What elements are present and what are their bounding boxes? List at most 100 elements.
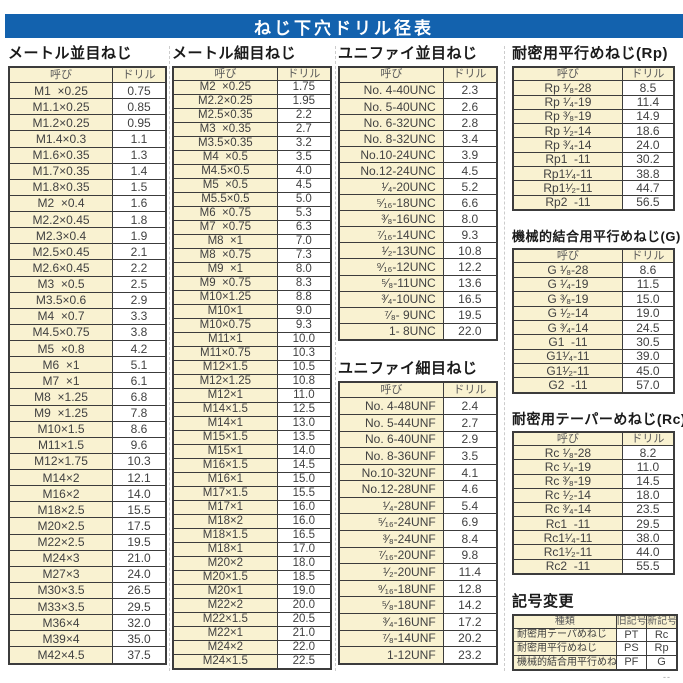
- drill-value-cell: 14.5: [621, 473, 675, 489]
- table-row: G ¹⁄₂-14 19.0: [512, 305, 675, 321]
- table-row: G ¹⁄₄-19 11.5: [512, 276, 675, 293]
- thread-name-cell: G1¹⁄₂-11: [512, 363, 623, 379]
- drill-value-cell: 3.5: [276, 150, 332, 166]
- drill-value-cell: 2.3: [442, 81, 498, 99]
- table-row: No. 6-32UNC 2.8: [338, 114, 498, 132]
- table-row: M8 ×1 7.0: [172, 234, 332, 250]
- thread-name-cell: Rc ¹⁄₈-28: [512, 445, 623, 461]
- header-row: 呼び ドリル: [512, 66, 675, 82]
- thread-name-cell: Rc ³⁄₈-19: [512, 473, 623, 489]
- drill-value-cell: 15.5: [112, 501, 167, 519]
- thread-name-cell: M2.3×0.4: [8, 227, 114, 245]
- table-row: G ¹⁄₈-28 8.6: [512, 262, 675, 278]
- thread-name-cell: G ¹⁄₄-19: [512, 276, 623, 293]
- thread-name-cell: M16×2: [8, 485, 114, 503]
- drill-value-cell: 1.75: [276, 80, 332, 96]
- rc-table: 呼び ドリル Rc ¹⁄₈-28 8.2 Rc ¹⁄₄-19 11.0 Rc ³⁄₈-19 1…: [512, 431, 675, 575]
- drill-value-cell: 3.2: [276, 136, 332, 152]
- table-row: Rp2 -11 56.5: [512, 194, 675, 211]
- drill-value-cell: Rc: [646, 627, 678, 643]
- drill-value-cell: 15.5: [276, 486, 332, 502]
- thread-name-cell: Rc1¹⁄₂-11: [512, 544, 623, 560]
- table-row: Rc2 -11 55.5: [512, 558, 675, 575]
- thread-name-cell: M4.5×0.5: [172, 164, 278, 180]
- section-metric-coarse: メートル並目ねじ 呼び ドリル M1 ×0.25 0.75 M1.1×0.25 0.85 M…: [8, 46, 167, 665]
- drill-value-cell: 29.5: [621, 516, 675, 532]
- table-row: Rc ¹⁄₂-14 18.0: [512, 487, 675, 503]
- drill-value-cell: 2.2: [112, 259, 167, 277]
- drill-value-cell: 13.5: [276, 430, 332, 446]
- thread-name-cell: ⁹⁄₁₆-12UNC: [338, 258, 444, 276]
- thread-name-cell: M2.6×0.45: [8, 259, 114, 277]
- drill-value-cell: Rp: [646, 641, 678, 657]
- thread-name-cell: M2 ×0.4: [8, 194, 114, 213]
- table-row: M15×1.5 13.5: [172, 430, 332, 446]
- drill-value-cell: 9.0: [276, 304, 332, 320]
- drill-value-cell: 12.2: [442, 258, 498, 276]
- drill-value-cell: 7.8: [112, 404, 167, 422]
- drill-value-cell: 4.5: [276, 178, 332, 194]
- drill-value-cell: 2.9: [442, 430, 498, 449]
- drill-value-cell: 10.3: [112, 452, 167, 471]
- thread-name-cell: No. 5-44UNF: [338, 414, 444, 432]
- table-row: G1¹⁄₄-11 39.0: [512, 348, 675, 365]
- table-row: M15×1 14.0: [172, 444, 332, 460]
- drill-value-cell: 6.6: [442, 194, 498, 212]
- table-row: M1.1×0.25 0.85: [8, 98, 167, 116]
- thread-name-cell: M39×4: [8, 630, 114, 648]
- drill-value-cell: 37.5: [112, 646, 167, 665]
- table-row: No. 5-40UNC 2.6: [338, 97, 498, 116]
- table-row: Rc1¹⁄₂-11 44.0: [512, 544, 675, 560]
- column-header: ドリル: [621, 248, 675, 264]
- drill-value-cell: 1.5: [112, 178, 167, 196]
- table-row: No. 5-44UNF 2.7: [338, 414, 498, 432]
- thread-name-cell: ⁵⁄₈-18UNF: [338, 596, 444, 614]
- table-row: No.12-24UNC 4.5: [338, 162, 498, 180]
- table-row: M12×1.25 10.8: [172, 374, 332, 390]
- table-row: M18×2 16.0: [172, 514, 332, 529]
- section-rc-thread: 耐密用テーパーめねじ(Rc) 呼び ドリル Rc ¹⁄₈-28 8.2 Rc ¹⁄₄-1…: [512, 412, 683, 575]
- thread-name-cell: M30×3.5: [8, 581, 114, 600]
- thread-name-cell: 1-12UNF: [338, 646, 444, 665]
- thread-name-cell: M17×1: [172, 500, 278, 515]
- table-row: M16×1.5 14.5: [172, 458, 332, 474]
- table-row: M1.2×0.25 0.95: [8, 114, 167, 132]
- table-row: M22×1 21.0: [172, 625, 332, 641]
- drill-value-cell: 38.8: [621, 166, 675, 182]
- drill-value-cell: 6.9: [442, 513, 498, 532]
- unified-coarse-table: 呼び ドリル No. 4-40UNC 2.3 No. 5-40UNC 2.6 No. 6-3…: [338, 66, 498, 341]
- thread-name-cell: 耐密用平行めねじ: [512, 641, 617, 657]
- drill-value-cell: 10.5: [276, 360, 332, 376]
- page-edge-mark: --: [663, 672, 671, 682]
- thread-name-cell: M11×1: [172, 332, 278, 348]
- drill-value-cell: 5.3: [276, 206, 332, 222]
- table-row: M6 ×0.75 5.3: [172, 206, 332, 222]
- table-row: M3 ×0.35 2.7: [172, 122, 332, 138]
- drill-value-cell: 7.3: [276, 248, 332, 264]
- column-header: 旧記号: [615, 614, 648, 629]
- table-row: No. 8-36UNF 3.5: [338, 447, 498, 465]
- drill-value-cell: 2.5: [112, 275, 167, 293]
- column-header: 呼び: [172, 66, 278, 82]
- thread-name-cell: G ¹⁄₈-28: [512, 262, 623, 278]
- thread-name-cell: M16×1.5: [172, 458, 278, 474]
- table-row: M4 ×0.7 3.3: [8, 307, 167, 325]
- thread-name-cell: M14×1: [172, 416, 278, 432]
- table-row: No. 8-32UNC 3.4: [338, 130, 498, 148]
- thread-name-cell: 耐密用テーパめねじ: [512, 627, 617, 643]
- drill-value-cell: 23.5: [621, 501, 675, 518]
- table-row: M27×3 24.0: [8, 565, 167, 583]
- table-row: ¹⁄₄-28UNF 5.4: [338, 496, 498, 515]
- drill-value-cell: 11.4: [621, 94, 675, 110]
- header-row: 種類 旧記号 新記号: [512, 614, 678, 629]
- thread-name-cell: ³⁄₄-10UNC: [338, 290, 444, 308]
- table-row: ³⁄₄-16UNF 17.2: [338, 612, 498, 631]
- column-header: 種類: [512, 614, 617, 629]
- table-row: M5.5×0.5 5.0: [172, 192, 332, 208]
- thread-name-cell: M6 ×0.75: [172, 206, 278, 222]
- drill-value-cell: 5.4: [442, 496, 498, 515]
- table-row: M14×1.5 12.5: [172, 402, 332, 418]
- table-row: G1 -11 30.5: [512, 334, 675, 350]
- table-row: ³⁄₈-16UNC 8.0: [338, 210, 498, 228]
- table-row: Rc1¹⁄₄-11 38.0: [512, 530, 675, 546]
